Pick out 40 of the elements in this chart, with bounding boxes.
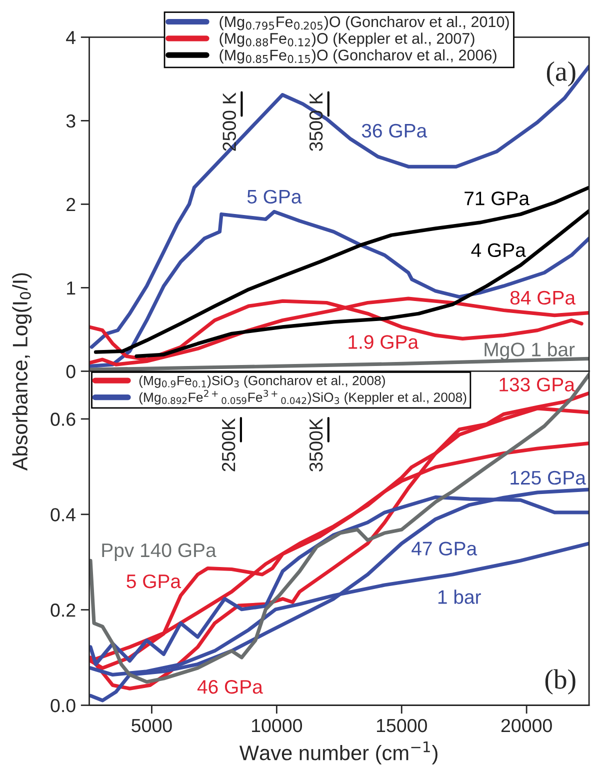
- y-tick-label: 0.0: [50, 698, 76, 712]
- legend-label: (Mg$_{0.9}$Fe$_{0.1}$)SiO$_{3}$ (Goncharov et al., 2008): [139, 376, 385, 388]
- x-tick-label: 20000: [501, 718, 552, 732]
- annotation: 5 GPa: [126, 574, 182, 588]
- y-tick-label: 0.4: [50, 508, 76, 522]
- x-tick-label: 10000: [252, 718, 302, 732]
- legend-label: (Mg$_{0.85}$Fe$_{0.15}$)O (Goncharov et al., 2006): [220, 49, 496, 64]
- annotation: 4 GPa: [471, 243, 526, 258]
- y-tick-label: 4: [66, 31, 76, 44]
- annotation: (a): [546, 61, 576, 87]
- annotation: (b): [545, 669, 576, 694]
- annotation: Ppv 140 GPa: [102, 543, 216, 561]
- y-axis-title: Absorbance, Log(I$_{0}$/I): [12, 273, 32, 471]
- annotation: 1.9 GPa: [348, 335, 419, 349]
- y-tick-label: 3: [66, 114, 76, 128]
- annotation: 46 GPa: [197, 680, 263, 694]
- x-tick-label: 5000: [132, 718, 172, 732]
- y-tick-label: 0.2: [50, 604, 76, 617]
- y-tick-label: 1: [67, 282, 76, 295]
- annotation: 47 GPa: [412, 542, 478, 556]
- y-tick-label: 0.6: [50, 412, 76, 426]
- annotation: 2500K: [222, 418, 236, 472]
- annotation: 3500 K: [309, 92, 323, 152]
- x-tick-label: 15000: [376, 718, 427, 732]
- annotation: 3500K: [309, 418, 323, 472]
- annotation: 84 GPa: [510, 290, 576, 305]
- annotation: 133 GPa: [500, 378, 575, 392]
- legend-label: (Mg$_{0.795}$Fe$_{0.205}$)O (Goncharov et al., 2010): [220, 16, 509, 30]
- y-tick-label: 0: [66, 364, 76, 378]
- x-axis-title: Wave number (cm$^{−1}$): [239, 741, 438, 764]
- annotation: 125 GPa: [510, 470, 586, 485]
- y-tick-label: 2: [66, 198, 76, 212]
- annotation: 36 GPa: [362, 124, 428, 138]
- annotation: 71 GPa: [464, 191, 530, 206]
- text: (Mg$_{0.892}$Fe$^{2+}$$_{0.059}$Fe$^{3+}$$_{0.042}$)SiO$_{3}$ (Keppler et al., 2008): [139, 390, 466, 405]
- legend-label: (Mg$_{0.88}$Fe$_{0.12}$)O (Keppler et al., 2007): [220, 32, 474, 47]
- annotation: 1 bar: [438, 590, 481, 604]
- annotation: 2500 K: [222, 92, 236, 151]
- annotation: 5 GPa: [247, 190, 302, 204]
- annotation: MgO 1 bar: [484, 342, 575, 360]
